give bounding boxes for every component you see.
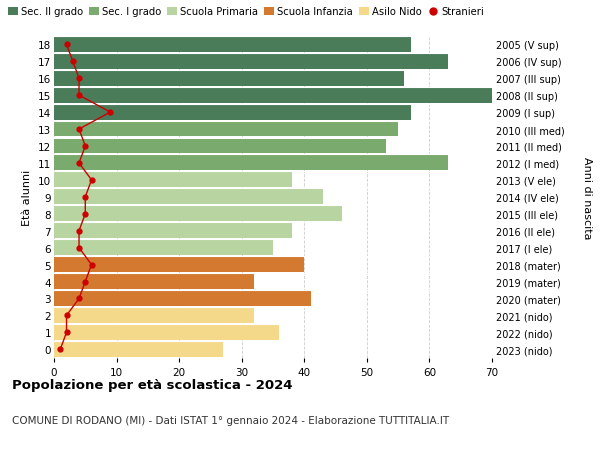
Y-axis label: Età alunni: Età alunni xyxy=(22,169,32,225)
Text: COMUNE DI RODANO (MI) - Dati ISTAT 1° gennaio 2024 - Elaborazione TUTTITALIA.IT: COMUNE DI RODANO (MI) - Dati ISTAT 1° ge… xyxy=(12,415,449,425)
Bar xyxy=(54,257,304,273)
Bar xyxy=(54,291,311,306)
Legend: Sec. II grado, Sec. I grado, Scuola Primaria, Scuola Infanzia, Asilo Nido, Stran: Sec. II grado, Sec. I grado, Scuola Prim… xyxy=(8,7,484,17)
Bar xyxy=(54,207,342,222)
Bar xyxy=(54,72,404,86)
Bar xyxy=(54,89,492,103)
Bar xyxy=(54,156,448,171)
Bar xyxy=(54,38,410,53)
Bar xyxy=(54,325,279,340)
Bar xyxy=(54,106,410,120)
Bar xyxy=(54,139,386,154)
Bar xyxy=(54,122,398,137)
Bar xyxy=(54,173,292,188)
Text: Popolazione per età scolastica - 2024: Popolazione per età scolastica - 2024 xyxy=(12,379,293,392)
Bar xyxy=(54,224,292,239)
Bar xyxy=(54,308,254,323)
Bar xyxy=(54,190,323,205)
Y-axis label: Anni di nascita: Anni di nascita xyxy=(581,156,592,239)
Bar xyxy=(54,241,273,256)
Bar xyxy=(54,342,223,357)
Bar xyxy=(54,55,448,69)
Bar xyxy=(54,274,254,289)
